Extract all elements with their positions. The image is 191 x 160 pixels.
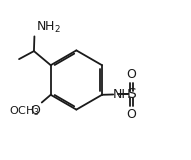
- Text: S: S: [127, 88, 136, 101]
- Text: O: O: [126, 108, 136, 121]
- Text: OCH$_3$: OCH$_3$: [9, 104, 40, 118]
- Text: O: O: [30, 104, 40, 117]
- Text: NH$_2$: NH$_2$: [36, 20, 61, 36]
- Text: O: O: [126, 68, 136, 81]
- Text: NH: NH: [113, 88, 132, 101]
